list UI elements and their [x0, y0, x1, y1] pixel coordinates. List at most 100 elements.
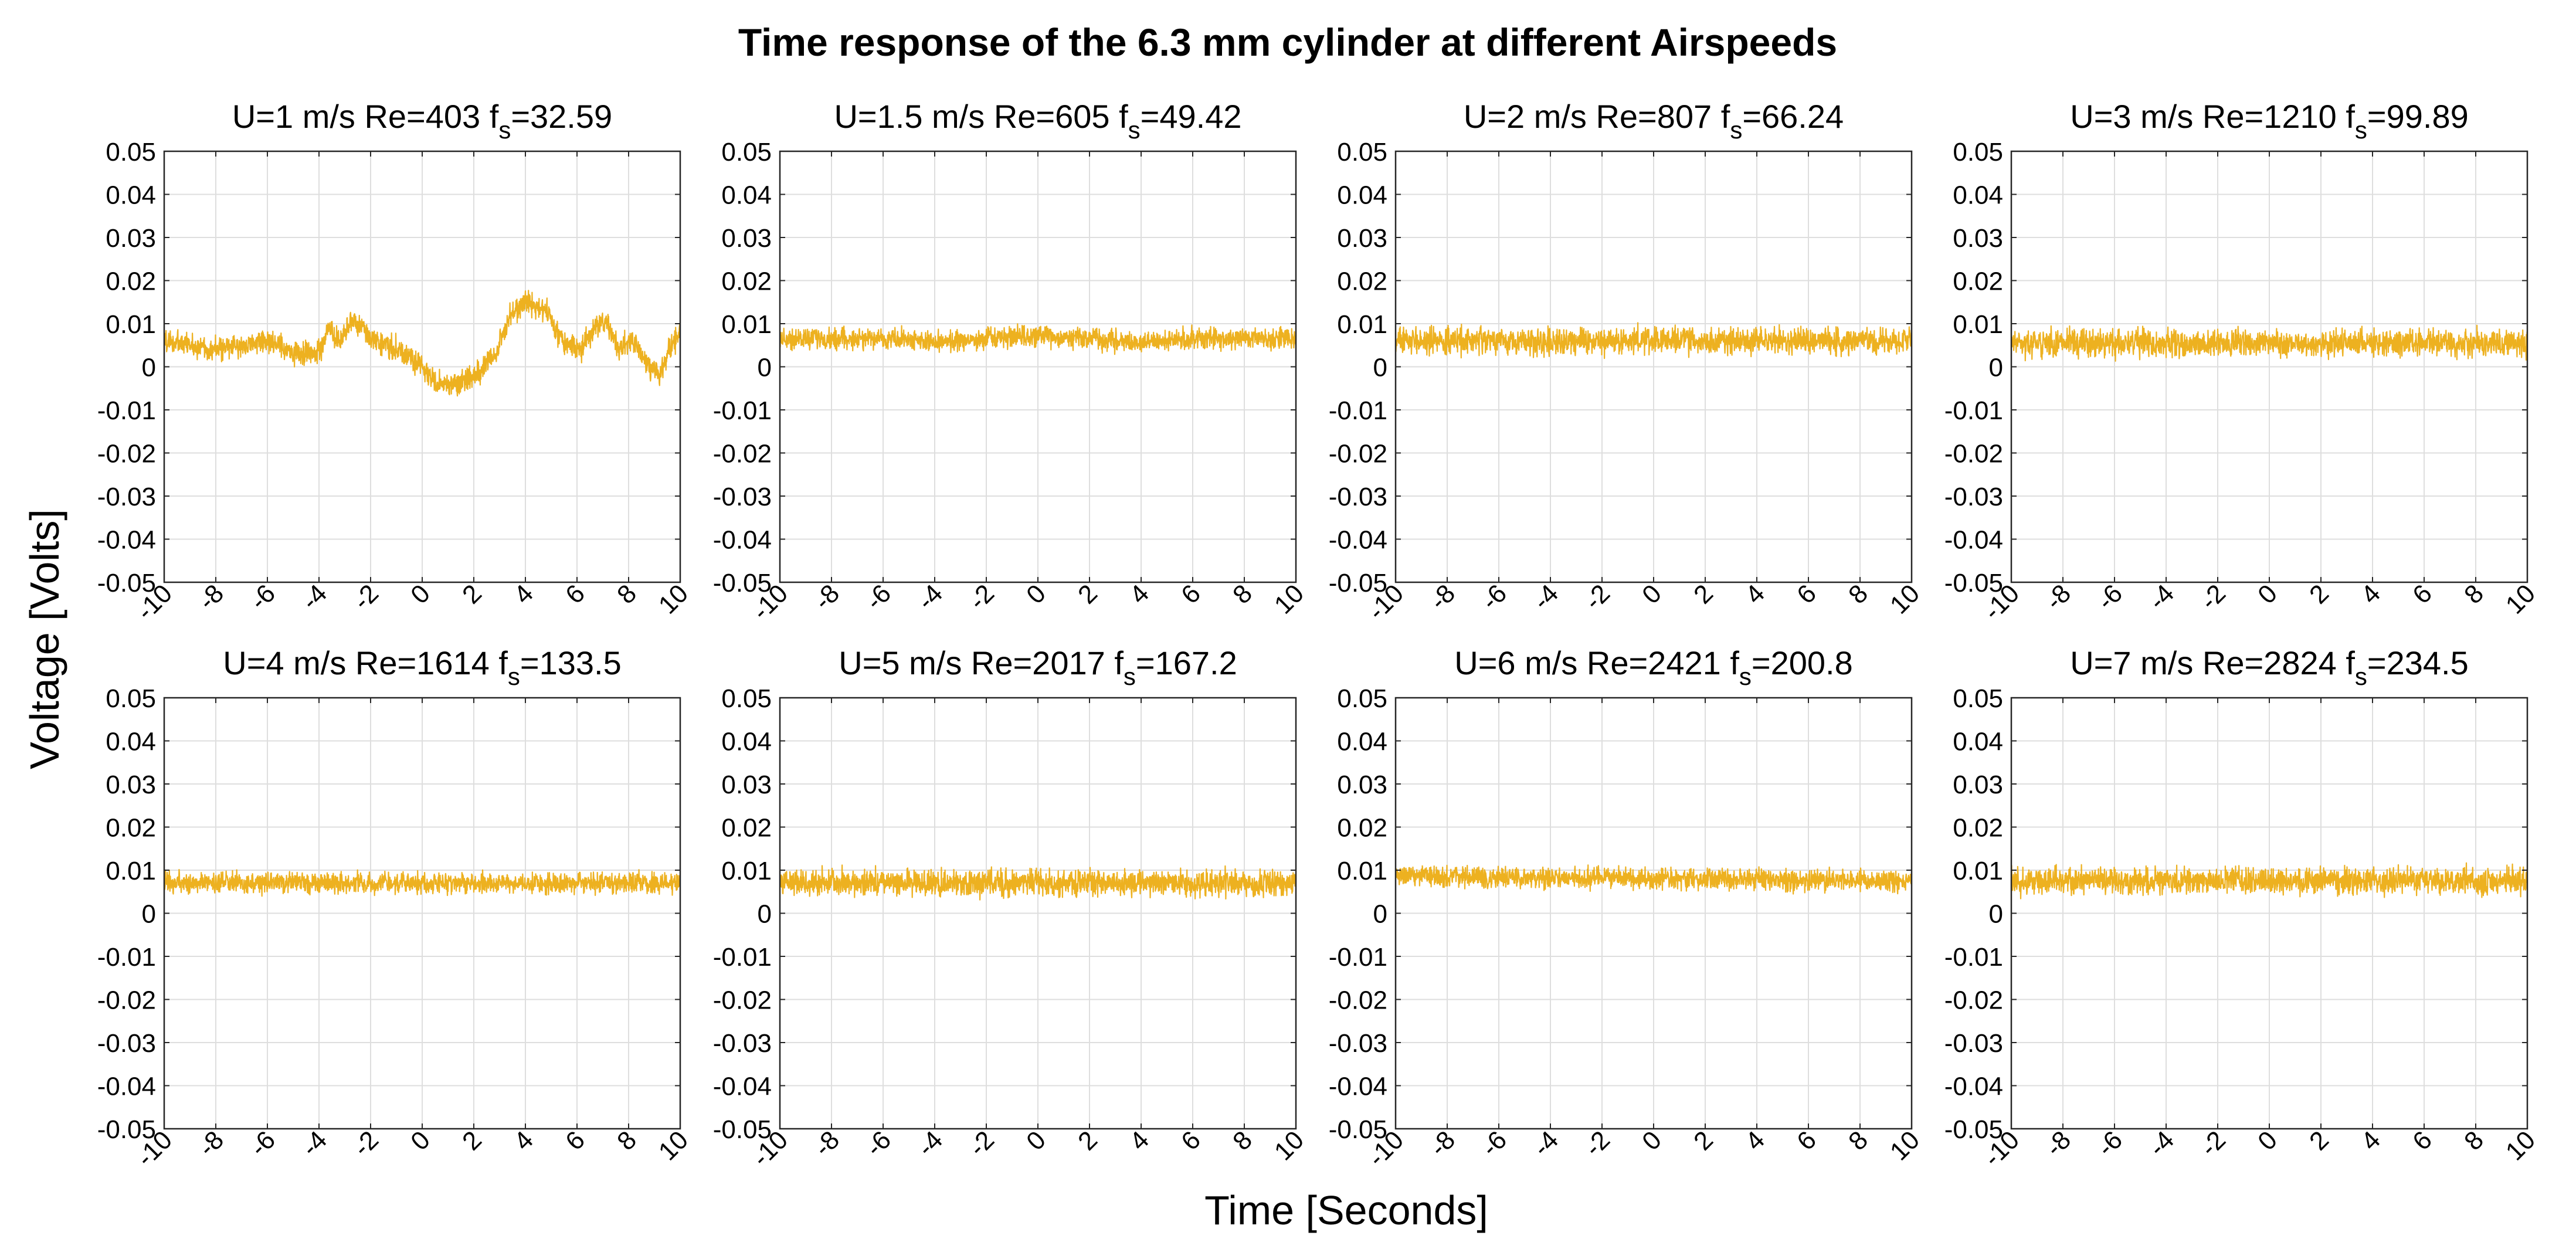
fs-label: f — [2346, 98, 2355, 135]
y-tick-label: 0.04 — [1953, 728, 2003, 756]
re-label: Re=2017 — [971, 644, 1114, 681]
y-tick-label: 0.03 — [1337, 770, 1387, 799]
y-tick-label: -0.02 — [1329, 440, 1387, 469]
y-tick-label: -0.03 — [97, 483, 156, 511]
fs-subscript: s — [1124, 663, 1136, 690]
speed-label: U=7 m/s — [2070, 644, 2202, 681]
subplot-title: U=1.5 m/s Re=605 fs=49.42 — [834, 98, 1241, 144]
speed-label: U=2 m/s — [1464, 98, 1596, 135]
y-tick-label: 0.04 — [106, 181, 156, 210]
re-label: Re=403 — [364, 98, 489, 135]
y-tick-label: 0.01 — [721, 857, 772, 885]
y-tick-label: -0.01 — [1944, 396, 2003, 425]
signal-trace — [779, 323, 1297, 355]
y-tick-label: 0.04 — [1953, 181, 2003, 210]
fs-value: =133.5 — [520, 644, 622, 681]
y-tick-label: 0.02 — [721, 814, 772, 843]
y-tick-label: -0.02 — [97, 986, 156, 1015]
signal-trace — [1394, 322, 1913, 359]
re-label: Re=2824 — [2202, 644, 2346, 681]
y-tick-label: 0.04 — [106, 728, 156, 756]
y-tick-label: -0.02 — [1329, 986, 1387, 1015]
fs-label: f — [2346, 644, 2355, 681]
y-tick-label: -0.04 — [97, 1072, 156, 1101]
y-tick-label: -0.03 — [1944, 483, 2003, 511]
y-tick-label: 0.04 — [1337, 728, 1387, 756]
y-tick-label: 0 — [142, 900, 156, 929]
y-tick-label: -0.04 — [713, 1072, 772, 1101]
y-tick-label: 0.05 — [106, 684, 156, 713]
y-tick-label: 0.05 — [1337, 684, 1387, 713]
y-tick-label: 0.03 — [106, 224, 156, 253]
fs-subscript: s — [1739, 663, 1752, 690]
fs-value: =32.59 — [511, 98, 612, 135]
y-tick-label: -0.01 — [713, 396, 772, 425]
y-tick-label: 0.05 — [1953, 138, 2003, 167]
fs-label: f — [490, 98, 499, 135]
y-tick-label: -0.02 — [1944, 440, 2003, 469]
signal-trace — [2011, 324, 2529, 362]
y-tick-label: 0.02 — [721, 267, 772, 296]
fs-subscript: s — [2355, 663, 2367, 690]
y-tick-label: 0.02 — [1953, 267, 2003, 296]
y-tick-label: 0.02 — [106, 814, 156, 843]
y-tick-label: 0.02 — [1953, 814, 2003, 843]
subplot-7: 0.05 0.04 0.03 0.02 0.01 0 -0.01 -0.02 -0.03 -0.0… — [1329, 644, 1925, 1172]
subplot-title: U=7 m/s Re=2824 fs=234.5 — [2070, 644, 2468, 690]
y-tick-label: 0.01 — [721, 310, 772, 339]
fs-value: =99.89 — [2367, 98, 2469, 135]
subplot-title: U=1 m/s Re=403 fs=32.59 — [232, 98, 612, 144]
speed-label: U=1.5 m/s — [834, 98, 993, 135]
y-tick-label: 0.01 — [1337, 857, 1387, 885]
fs-subscript: s — [498, 116, 511, 144]
y-tick-label: 0.03 — [1953, 224, 2003, 253]
y-tick-label: 0 — [142, 354, 156, 382]
y-tick-label: -0.04 — [1329, 1072, 1387, 1101]
fs-value: =200.8 — [1752, 644, 1853, 681]
y-tick-label: 0.02 — [1337, 814, 1387, 843]
subplot-title: U=6 m/s Re=2421 fs=200.8 — [1454, 644, 1852, 690]
fs-label: f — [1721, 98, 1730, 135]
re-label: Re=807 — [1596, 98, 1720, 135]
y-tick-label: -0.04 — [1944, 1072, 2003, 1101]
y-tick-label: -0.05 — [97, 1115, 156, 1144]
y-tick-label: -0.02 — [1944, 986, 2003, 1015]
subplot-title: U=4 m/s Re=1614 fs=133.5 — [223, 644, 621, 690]
y-tick-label: 0 — [1373, 354, 1387, 382]
y-tick-label: 0.01 — [1953, 857, 2003, 885]
y-tick-label: 0.03 — [721, 770, 772, 799]
y-tick-label: -0.01 — [1944, 943, 2003, 972]
speed-label: U=6 m/s — [1454, 644, 1587, 681]
y-tick-label: 0.05 — [106, 138, 156, 167]
y-tick-label: -0.01 — [1329, 396, 1387, 425]
re-label: Re=605 — [994, 98, 1119, 135]
fs-label: f — [498, 644, 508, 681]
y-tick-label: -0.03 — [1944, 1029, 2003, 1058]
y-tick-label: 0.01 — [1953, 310, 2003, 339]
y-tick-label: 0.01 — [1337, 310, 1387, 339]
y-tick-label: 0.05 — [721, 138, 772, 167]
y-tick-label: 0.05 — [1953, 684, 2003, 713]
fs-subscript: s — [1128, 116, 1141, 144]
y-tick-label: 0.03 — [106, 770, 156, 799]
y-tick-label: -0.02 — [713, 440, 772, 469]
y-tick-label: -0.05 — [1329, 569, 1387, 598]
fs-subscript: s — [1730, 116, 1742, 144]
y-tick-label: 0 — [758, 354, 772, 382]
y-tick-label: -0.03 — [1329, 483, 1387, 511]
subplot-title: U=5 m/s Re=2017 fs=167.2 — [839, 644, 1237, 690]
fs-subscript: s — [508, 663, 520, 690]
y-tick-label: -0.03 — [1329, 1029, 1387, 1058]
y-tick-label: 0.04 — [721, 728, 772, 756]
y-tick-label: -0.01 — [713, 943, 772, 972]
y-tick-label: -0.04 — [97, 526, 156, 555]
subplot-6: 0.05 0.04 0.03 0.02 0.01 0 -0.01 -0.02 -0.03 -0.0… — [713, 644, 1309, 1172]
fs-label: f — [1119, 98, 1128, 135]
signal-trace — [2010, 862, 2529, 899]
y-tick-label: 0.02 — [106, 267, 156, 296]
y-tick-label: 0.04 — [721, 181, 772, 210]
y-tick-label: -0.05 — [1944, 569, 2003, 598]
speed-label: U=3 m/s — [2070, 98, 2202, 135]
